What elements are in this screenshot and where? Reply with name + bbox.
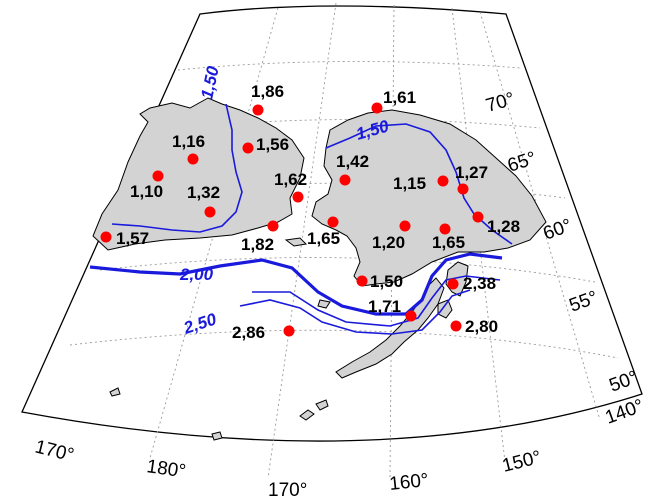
station-label: 1,61 bbox=[383, 88, 416, 107]
station-label: 1,65 bbox=[307, 229, 340, 248]
station-label: 1,56 bbox=[256, 135, 289, 154]
station-marker bbox=[447, 278, 459, 290]
station-label: 1,42 bbox=[336, 152, 369, 171]
station-marker bbox=[371, 102, 383, 114]
small-island bbox=[317, 299, 331, 309]
station-label: 1,15 bbox=[393, 174, 426, 193]
longitude-label: 160° bbox=[388, 470, 429, 495]
station-marker bbox=[405, 310, 417, 322]
station-label: 1,10 bbox=[130, 182, 163, 201]
station-label: 2,86 bbox=[232, 323, 265, 342]
station-marker bbox=[242, 142, 254, 154]
station-label: 1,62 bbox=[274, 170, 307, 189]
kodiak-island bbox=[437, 299, 453, 319]
alaska-landmass bbox=[311, 109, 547, 287]
station-marker bbox=[439, 223, 451, 235]
station-marker bbox=[437, 175, 449, 187]
station-label: 1,20 bbox=[372, 233, 405, 252]
isoline-2-50 bbox=[239, 289, 471, 335]
station-label: 1,50 bbox=[370, 272, 403, 291]
station-label: 2,38 bbox=[463, 274, 496, 293]
station-label: 1,71 bbox=[368, 297, 401, 316]
station-label: 1,28 bbox=[487, 217, 520, 236]
longitude-label: 150° bbox=[500, 447, 543, 477]
isoline-2-00 bbox=[89, 252, 503, 316]
station-marker bbox=[450, 320, 462, 332]
station-marker bbox=[152, 170, 164, 182]
longitude-label: 170° bbox=[268, 480, 307, 500]
station-marker bbox=[100, 231, 112, 243]
station-marker bbox=[204, 206, 216, 218]
station-label: 2,80 bbox=[465, 317, 498, 336]
longitude-label: 180° bbox=[145, 456, 187, 482]
isoline-label: 2,00 bbox=[179, 265, 214, 284]
station-marker bbox=[356, 275, 368, 287]
station-label: 1,27 bbox=[455, 163, 488, 182]
stations: 1,86 1,61 1,16 1,56 1,42 1,10 1,32 1,62 … bbox=[100, 82, 520, 342]
longitude-label: 170° bbox=[33, 436, 76, 466]
station-marker bbox=[267, 220, 279, 232]
station-label: 1,65 bbox=[432, 233, 465, 252]
station-marker bbox=[457, 183, 469, 195]
st-lawrence-island bbox=[284, 237, 308, 247]
station-label: 1,57 bbox=[116, 229, 149, 248]
station-marker bbox=[283, 325, 295, 337]
station-marker bbox=[187, 153, 199, 165]
station-marker bbox=[327, 216, 339, 228]
station-marker bbox=[292, 191, 304, 203]
isoline-2-00-inner bbox=[252, 275, 501, 327]
aleutian-islands bbox=[109, 387, 329, 441]
station-label: 1,86 bbox=[251, 82, 284, 101]
isoline-1-50-west bbox=[111, 103, 243, 233]
station-marker bbox=[339, 174, 351, 186]
station-label: 1,16 bbox=[172, 132, 205, 151]
station-label: 1,82 bbox=[241, 235, 274, 254]
station-marker bbox=[399, 220, 411, 232]
station-marker bbox=[252, 104, 264, 116]
station-label: 1,32 bbox=[187, 183, 220, 202]
station-marker bbox=[472, 211, 484, 223]
